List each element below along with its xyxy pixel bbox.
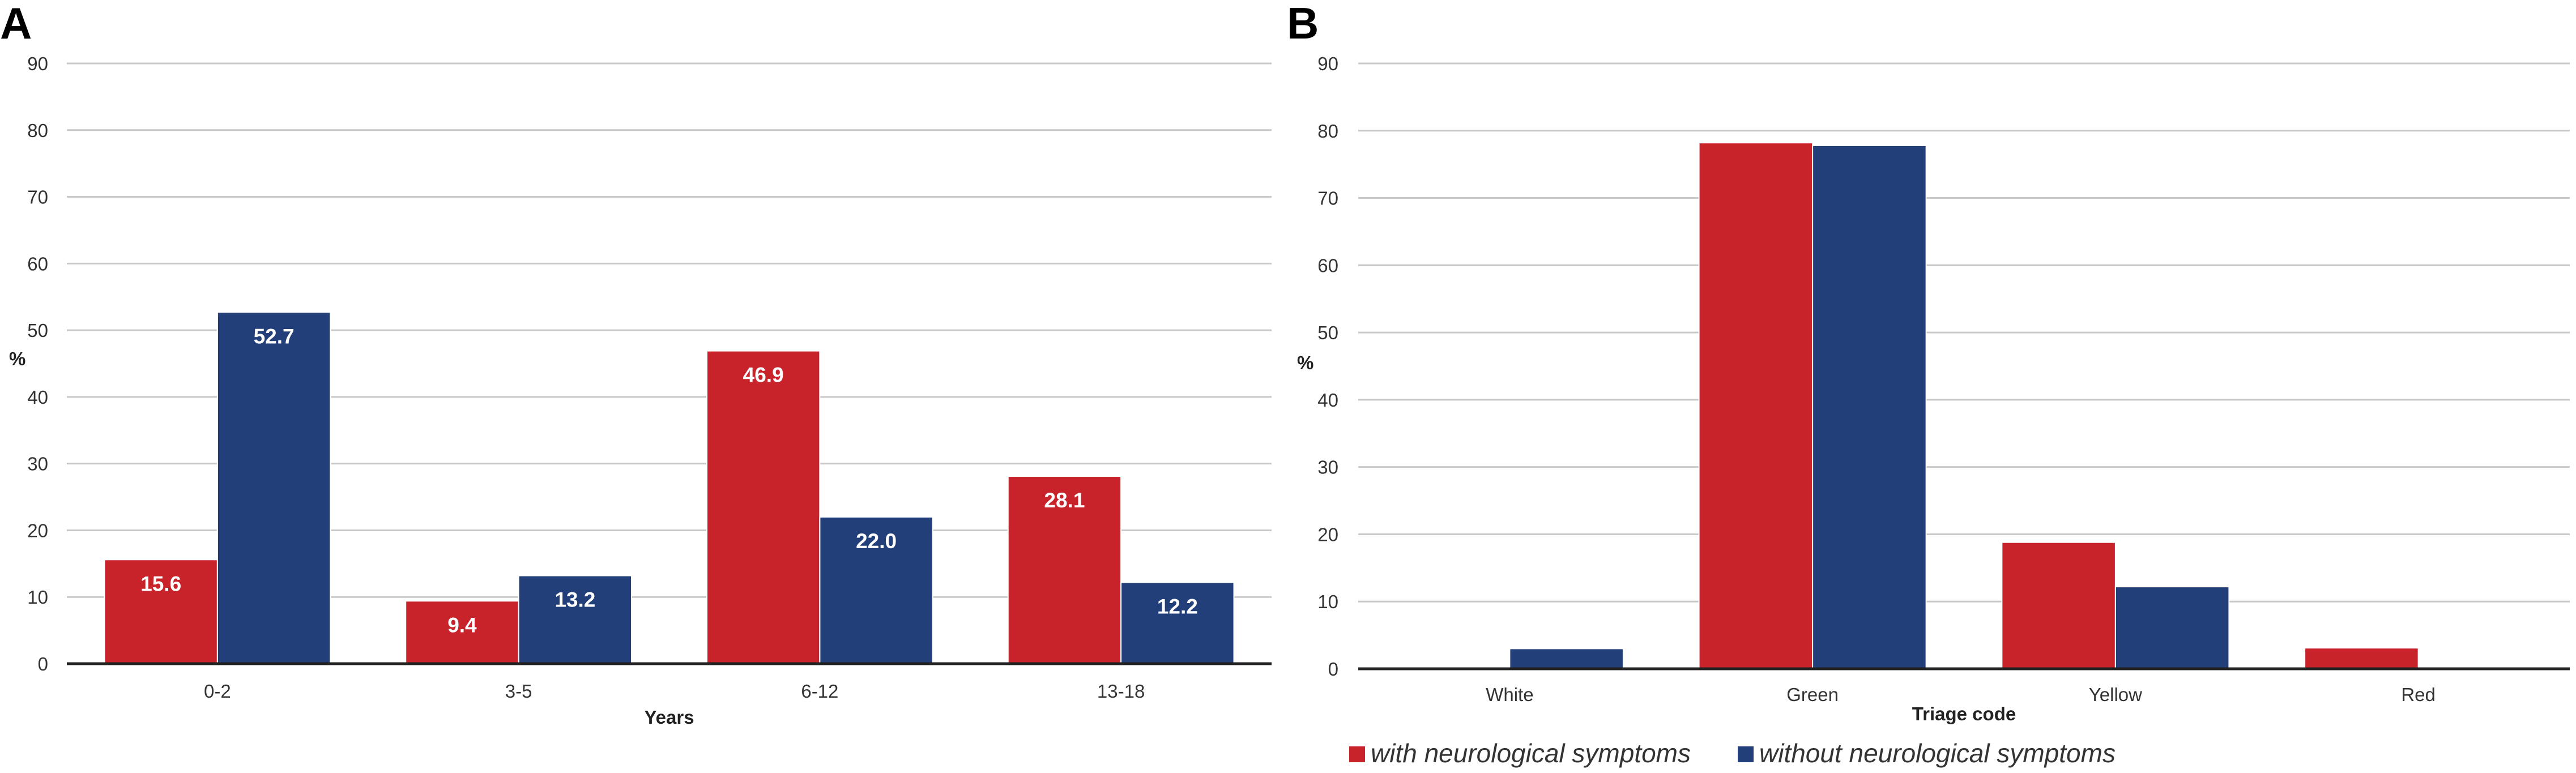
panel-a-y-tick-label: 30 <box>27 454 48 475</box>
panel-a-y-axis-title: % <box>9 348 25 369</box>
panel-b-x-tick-label: Yellow <box>2089 684 2142 705</box>
panel-b-y-tick-label: 30 <box>1317 457 1338 478</box>
panel-a-data-label: 9.4 <box>447 613 477 637</box>
legend-swatch-with <box>1349 746 1365 762</box>
panel-a-y-tick-label: 80 <box>27 120 48 141</box>
panel-b-x-tick-label: Green <box>1786 684 1839 705</box>
panel-a-bar-without-0-2 <box>216 311 331 664</box>
panel-a-bar-with-6-12 <box>706 350 821 664</box>
panel-a-label: A <box>0 0 32 48</box>
panel-a-data-label: 52.7 <box>254 324 295 348</box>
panel-b-bar-with-red <box>2304 647 2419 669</box>
panel-a-x-tick-label: 3-5 <box>505 681 532 702</box>
panel-b-y-tick-label: 60 <box>1317 255 1338 276</box>
panel-a-chart: A 0 10 20 30 40 50 60 70 80 90% 15.6 52.7 0-2 9.4 13.2 3… <box>0 0 1272 728</box>
panel-b-x-axis-title: Triage code <box>1912 703 2016 724</box>
panel-b-bar-without-green <box>1812 144 1927 669</box>
panel-b-y-tick-label: 0 <box>1328 659 1338 680</box>
panel-a-data-label: 13.2 <box>555 588 595 612</box>
panel-b-bar-with-green <box>1698 142 1814 669</box>
panel-a-y-tick-label: 40 <box>27 387 48 408</box>
legend-swatch-without <box>1738 746 1754 762</box>
panel-b-y-tick-label: 70 <box>1317 188 1338 209</box>
panel-a-y-tick-label: 10 <box>27 587 48 608</box>
panel-a-data-label: 28.1 <box>1044 489 1085 512</box>
panel-b-x-tick-label: Red <box>2401 684 2436 705</box>
panel-a-data-label: 12.2 <box>1157 595 1198 618</box>
panel-a-data-label: 46.9 <box>743 364 784 387</box>
panel-a-y-tick-label: 70 <box>27 187 48 208</box>
panel-b-y-tick-label: 50 <box>1317 322 1338 343</box>
panel-b-bar-with-yellow <box>2001 541 2116 669</box>
panel-a-x-axis-title: Years <box>644 707 694 728</box>
panel-a-x-tick-label: 0-2 <box>204 681 231 702</box>
panel-b-bar-without-yellow <box>2114 586 2230 669</box>
panel-b-label: B <box>1287 0 1319 48</box>
panel-a-y-tick-label: 60 <box>27 253 48 274</box>
panel-b-y-tick-label: 90 <box>1317 53 1338 74</box>
panel-a-y-tick-label: 50 <box>27 320 48 341</box>
panel-b-y-tick-label: 40 <box>1317 390 1338 411</box>
legend-label-with: with neurological symptoms <box>1371 738 1691 768</box>
panel-a-bar-without-13-18 <box>1120 582 1235 665</box>
panel-b-y-axis-title: % <box>1297 352 1313 373</box>
panel-a-y-tick-label: 20 <box>27 520 48 541</box>
panel-a-data-label: 22.0 <box>856 529 897 553</box>
panel-b-y-tick-label: 10 <box>1317 591 1338 612</box>
panel-a-y-tick-label: 0 <box>38 654 48 674</box>
panel-b-chart: B 0 10 20 30 40 50 60 70 80 90% White Green Yellow Red… <box>1287 0 2570 724</box>
legend: with neurological symptoms without neuro… <box>1349 738 2116 768</box>
panel-b-y-tick-label: 20 <box>1317 524 1338 545</box>
panel-a-data-label: 15.6 <box>140 572 181 595</box>
panel-a-x-tick-label: 13-18 <box>1097 681 1145 702</box>
panel-b-bar-without-white <box>1509 648 1624 670</box>
panel-a-y-tick-label: 90 <box>27 53 48 74</box>
panel-a-x-tick-label: 6-12 <box>801 681 838 702</box>
legend-label-without: without neurological symptoms <box>1759 738 2116 768</box>
panel-b-x-tick-label: White <box>1486 684 1533 705</box>
panel-b-y-tick-label: 80 <box>1317 121 1338 142</box>
